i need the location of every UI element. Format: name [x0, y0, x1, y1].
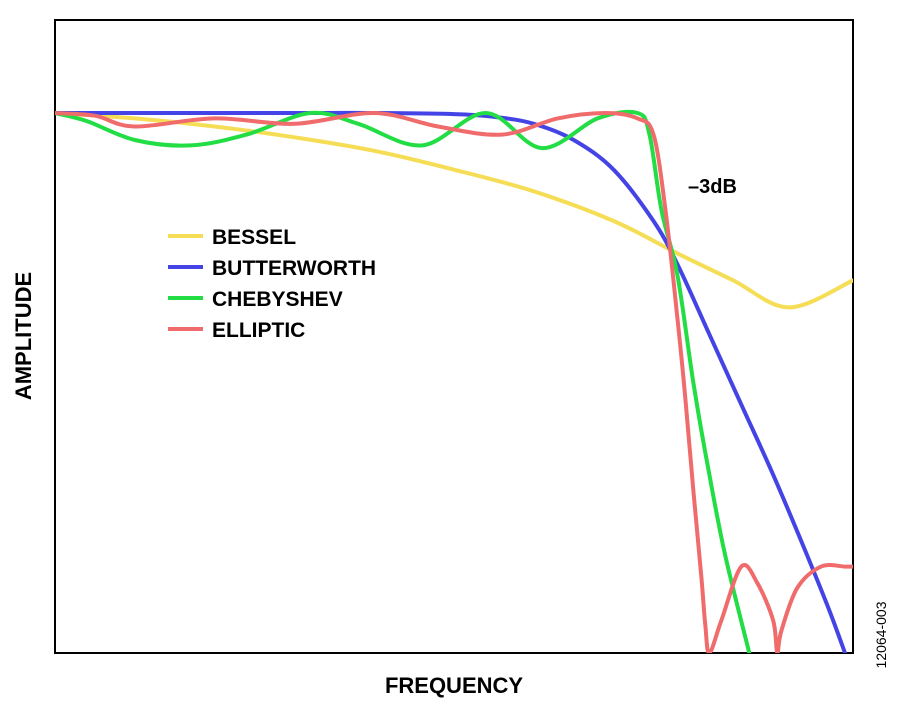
legend: BESSEL BUTTERWORTH CHEBYSHEV ELLIPTIC: [168, 226, 376, 342]
legend-label-bessel: BESSEL: [212, 226, 296, 249]
plot-frame: [54, 19, 854, 654]
series-line-butterworth: [55, 110, 847, 653]
legend-label-chebyshev: CHEBYSHEV: [212, 288, 343, 311]
figure-id: 12064-003: [873, 601, 889, 668]
legend-label-elliptic: ELLIPTIC: [212, 319, 305, 342]
series-line-chebyshev: [55, 109, 752, 653]
series-line-elliptic: [55, 110, 853, 653]
minus-3db-annotation: –3dB: [688, 176, 737, 198]
x-axis-label: FREQUENCY: [385, 673, 523, 698]
legend-label-butterworth: BUTTERWORTH: [212, 257, 376, 280]
series-line-bessel: [55, 111, 853, 310]
series-curves: [55, 109, 853, 653]
y-axis-label: AMPLITUDE: [11, 272, 36, 400]
